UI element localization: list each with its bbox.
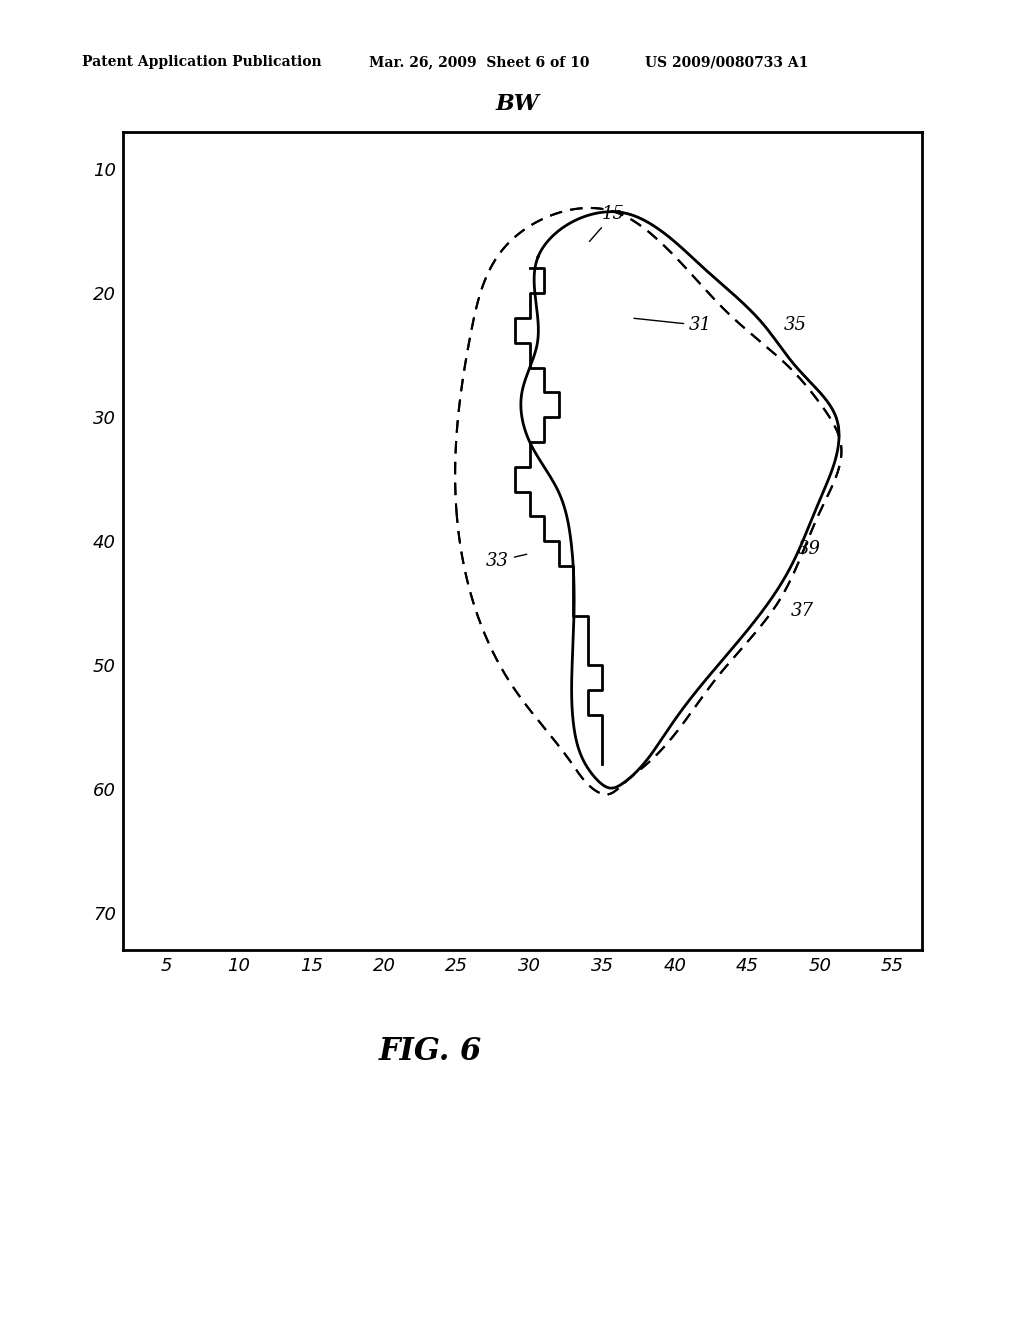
Polygon shape [455,209,842,795]
Text: FIG. 6: FIG. 6 [379,1036,481,1067]
Polygon shape [521,211,839,788]
Text: US 2009/0080733 A1: US 2009/0080733 A1 [645,55,809,70]
Text: BW: BW [496,92,539,115]
Text: Mar. 26, 2009  Sheet 6 of 10: Mar. 26, 2009 Sheet 6 of 10 [369,55,589,70]
Text: 39: 39 [798,540,821,557]
Text: 37: 37 [791,602,814,619]
Text: 35: 35 [783,317,807,334]
Polygon shape [521,211,839,788]
Text: 31: 31 [634,317,713,334]
Text: 15: 15 [590,205,625,242]
Text: Patent Application Publication: Patent Application Publication [82,55,322,70]
Text: 33: 33 [486,552,526,570]
